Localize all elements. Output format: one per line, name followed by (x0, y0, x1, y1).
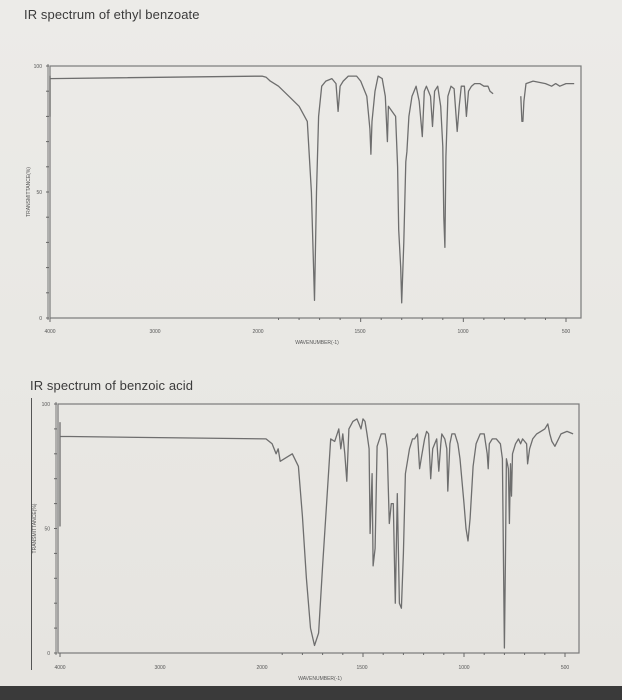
x-tick-label: 500 (562, 329, 571, 335)
x-tick-label: 4000 (54, 665, 65, 671)
x-tick-label: 2000 (256, 665, 267, 671)
page-edge-line (31, 398, 32, 670)
y-tick-label: 50 (36, 190, 42, 196)
x-tick-label: 1500 (356, 665, 367, 671)
x-axis-label: WAVENUMBER(-1) (295, 340, 339, 346)
x-tick-label: 500 (561, 665, 570, 671)
y-axis-label: TRANSMITTANCE(%) (32, 503, 38, 553)
x-axis-label: WAVENUMBER(-1) (298, 676, 342, 682)
chart2-title: IR spectrum of benzoic acid (30, 378, 194, 393)
plot-frame (57, 403, 580, 654)
x-tick-label: 1000 (457, 329, 468, 335)
y-tick-label: 100 (34, 64, 43, 70)
y-tick-label: 100 (42, 402, 51, 408)
y-tick-label: 50 (44, 527, 50, 533)
spectrum-line (49, 75, 494, 304)
chart1-title: IR spectrum of ethyl benzoate (24, 7, 200, 22)
chart-1: 0 50 100 TRANSMITTANCE(%) 4000 3000 2000 1500 10… (26, 64, 582, 346)
x-tick-label: 3000 (154, 665, 165, 671)
plot-frame (49, 65, 582, 319)
x-tick-label: 1500 (354, 329, 365, 335)
x-tick-label: 2000 (252, 329, 263, 335)
y-tick-label: 0 (47, 651, 50, 657)
bottom-dark-strip (0, 686, 622, 700)
x-tick-label: 3000 (149, 329, 160, 335)
chart-2: 0 50 100 TRANSMITTANCE(%) 4000 3000 2000 1500 10… (32, 402, 580, 682)
x-tick-label: 4000 (44, 329, 55, 335)
y-tick-label: 0 (39, 316, 42, 322)
y-axis-label: TRANSMITTANCE(%) (26, 167, 32, 217)
x-tick-label: 1000 (458, 665, 469, 671)
spectrum-line (520, 80, 575, 123)
spectrum-line (59, 418, 574, 649)
